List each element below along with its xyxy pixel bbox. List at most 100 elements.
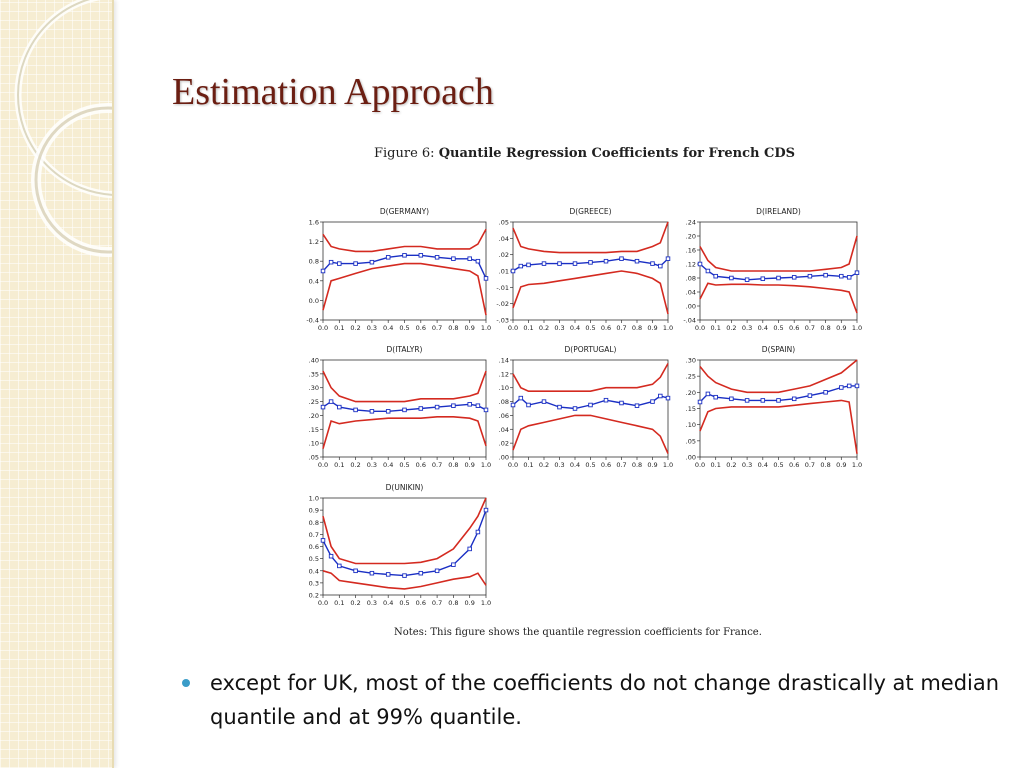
coef-point: [705, 391, 711, 397]
x-tick-label: 0.5: [585, 324, 595, 332]
coef-point: [328, 399, 334, 404]
coef-point: [854, 270, 860, 275]
coef-point: [776, 275, 781, 281]
x-tick-label: 0.0: [508, 461, 518, 469]
coef-point: [369, 570, 375, 576]
coef-point: [791, 275, 797, 280]
bullet-item: except for UK, most of the coefficients …: [182, 666, 1002, 734]
x-tick-label: 0.1: [334, 461, 344, 469]
coef-point: [603, 397, 609, 403]
chart-dgermany: D(GERMANY)1.61.20.80.40.0-0.40.0 0.1 0.2 0.…: [306, 207, 491, 332]
coef-point: [665, 256, 671, 261]
x-tick-label: 0.6: [416, 324, 426, 332]
chart-direland: D(IRELAND) .24 .20 .16 .12 .08 .04 .00 -.040.0 0.…: [683, 207, 862, 332]
x-tick-label: 0.4: [383, 599, 393, 607]
y-tick-label: .25: [686, 373, 696, 381]
x-tick-label: 0.3: [367, 461, 377, 469]
coef-point: [541, 399, 547, 404]
coef-point: [475, 529, 481, 535]
series-upper-line: [512, 221, 669, 254]
series-lower-line: [512, 414, 669, 454]
coef-point: [705, 268, 711, 274]
coef-point: [791, 396, 797, 402]
y-tick-label: .05: [309, 454, 319, 462]
x-tick-label: 0.7: [805, 324, 815, 332]
coef-point: [588, 260, 593, 265]
x-tick-label: 1.0: [852, 324, 862, 332]
coef-point: [385, 572, 391, 577]
figure-notes: Notes: This figure shows the quantile re…: [394, 627, 762, 638]
y-tick-label: .15: [686, 405, 696, 413]
y-tick-label: 0.4: [309, 567, 319, 575]
coef-point: [776, 398, 781, 403]
y-tick-label: 1.0: [309, 495, 319, 503]
coef-point: [572, 406, 578, 411]
coef-point: [402, 253, 407, 258]
coef-point: [760, 276, 766, 281]
y-tick-label: .08: [499, 398, 509, 406]
x-tick-label: 0.7: [432, 461, 442, 469]
x-tick-label: 1.0: [663, 324, 673, 332]
x-tick-label: 0.5: [773, 461, 783, 469]
coef-point: [650, 261, 655, 266]
y-tick-label: .00: [686, 303, 696, 311]
coef-point: [369, 409, 375, 414]
x-tick-label: 0.0: [318, 324, 328, 332]
coef-point: [402, 573, 407, 578]
series-coef-line: [512, 258, 669, 272]
y-tick-label: .24: [686, 219, 696, 227]
series-upper-line: [699, 235, 858, 272]
x-tick-label: 0.2: [350, 599, 360, 607]
x-tick-label: 0.8: [820, 461, 830, 469]
x-tick-label: 0.6: [789, 324, 799, 332]
x-tick-label: 0.9: [647, 461, 657, 469]
x-tick-label: 0.0: [318, 599, 328, 607]
x-tick-label: 0.7: [616, 461, 626, 469]
x-tick-label: 0.6: [416, 599, 426, 607]
x-tick-label: 0.5: [585, 461, 595, 469]
y-tick-label: .00: [499, 454, 509, 462]
x-tick-label: 0.2: [350, 461, 360, 469]
coef-point: [588, 402, 593, 408]
y-tick-label: .20: [686, 389, 696, 397]
x-tick-label: 1.0: [663, 461, 673, 469]
coef-point: [369, 259, 375, 265]
x-tick-label: 0.7: [616, 324, 626, 332]
chart-title: D(ITALYR): [387, 345, 423, 354]
y-tick-label: 0.8: [309, 519, 319, 527]
chart-ditalyr: D(ITALYR) .40 .35 .30 .25 .20 .15 .10 .050.0 0.1 0…: [309, 345, 492, 469]
x-tick-label: 0.2: [539, 461, 549, 469]
coef-point: [846, 275, 852, 280]
x-tick-label: 0.3: [554, 461, 564, 469]
x-tick-label: 0.6: [416, 461, 426, 469]
coef-point: [658, 263, 663, 269]
y-tick-label: .10: [309, 440, 319, 448]
coef-point: [337, 563, 342, 569]
coef-point: [619, 400, 624, 406]
y-tick-label: 1.2: [309, 238, 319, 246]
coef-point: [572, 261, 578, 266]
x-tick-label: 0.9: [465, 461, 475, 469]
y-tick-label: .12: [499, 370, 509, 378]
coef-point: [451, 256, 456, 261]
y-tick-label: -.01: [496, 284, 509, 292]
coef-point: [328, 553, 334, 559]
x-tick-label: 1.0: [852, 461, 862, 469]
coef-point: [467, 256, 472, 261]
y-tick-label: 0.9: [309, 507, 319, 515]
coef-point: [807, 393, 813, 398]
coef-point: [665, 395, 671, 401]
coef-point: [518, 395, 524, 401]
coef-point: [337, 404, 342, 410]
x-tick-label: 0.1: [334, 324, 344, 332]
y-tick-label: .10: [499, 384, 509, 392]
y-tick-label: .08: [686, 275, 696, 283]
x-tick-label: 1.0: [481, 599, 491, 607]
y-tick-label: .00: [686, 454, 696, 462]
x-tick-label: 0.3: [742, 324, 752, 332]
coef-point: [729, 396, 734, 402]
x-tick-label: 0.1: [334, 599, 344, 607]
coef-point: [328, 259, 334, 265]
coef-point: [385, 255, 391, 260]
coef-point: [526, 262, 531, 268]
